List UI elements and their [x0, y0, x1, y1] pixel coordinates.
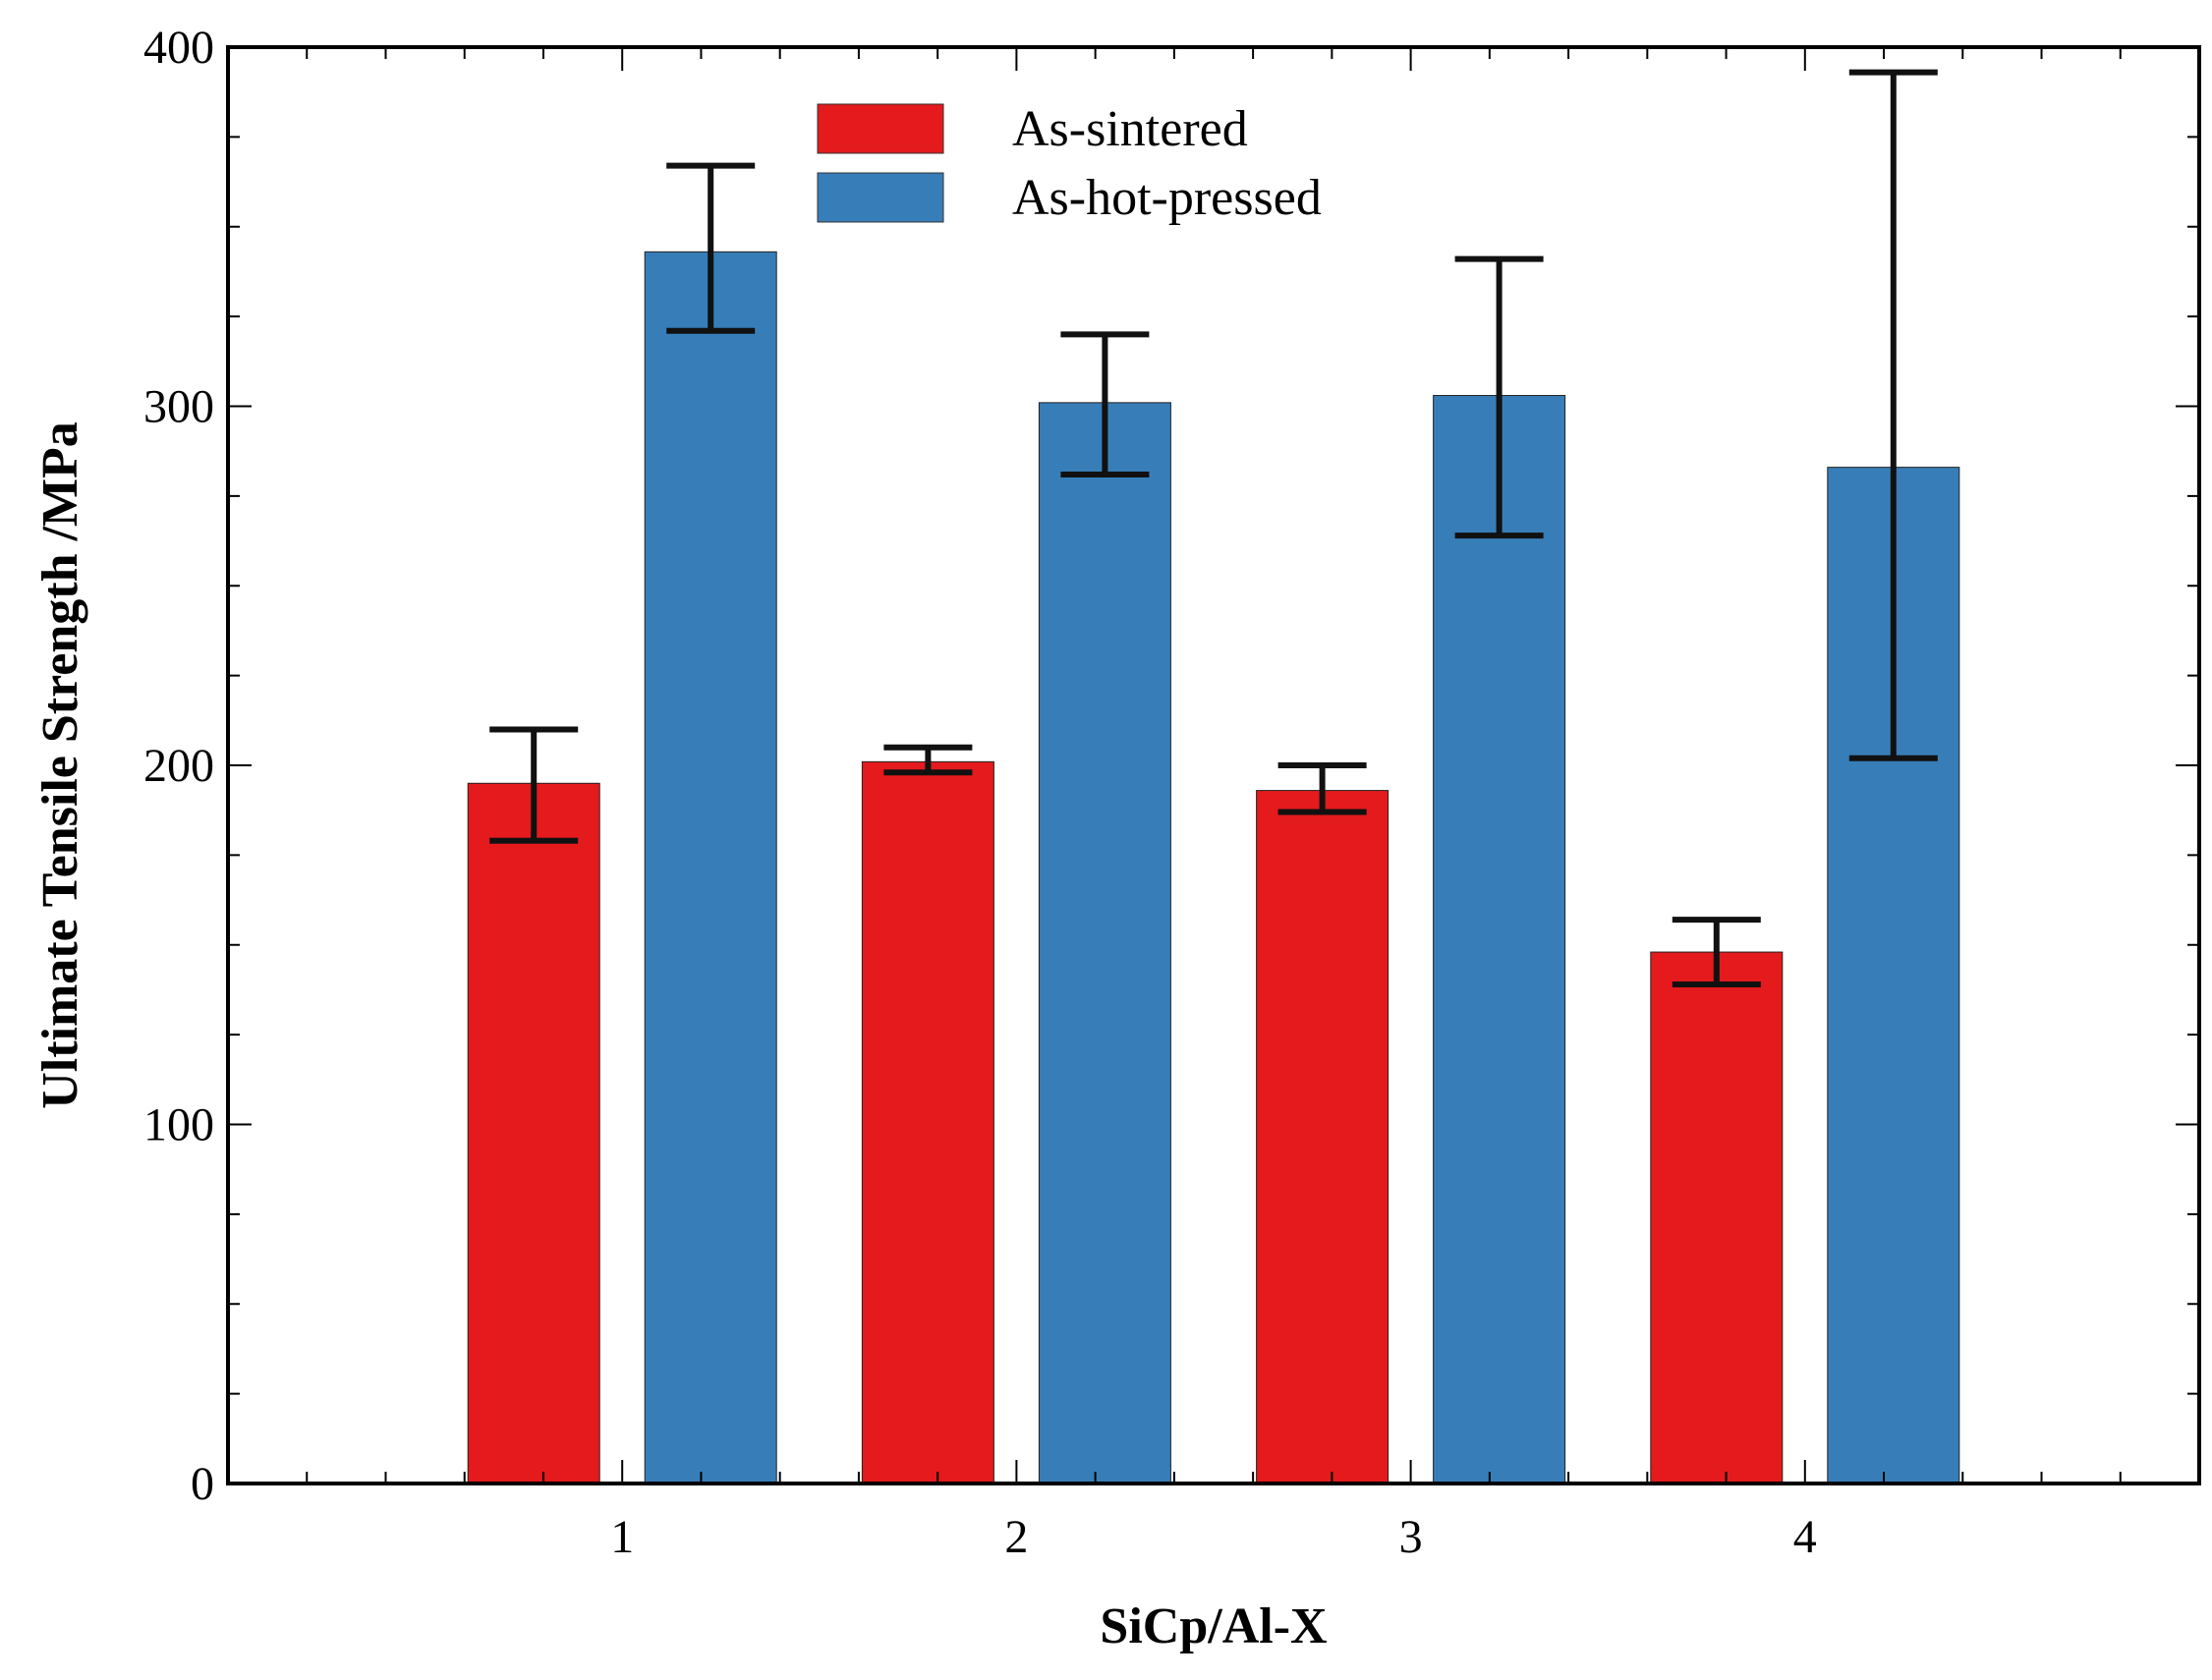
bar-as-sintered-2: [861, 760, 994, 1484]
bar-as-hot-pressed-3: [1433, 395, 1566, 1484]
error-bars-layer: [489, 69, 1938, 987]
y-tick-label: 300: [143, 381, 214, 433]
tick-labels-layer: 0 100 200 300 400 1 2 3 4: [143, 22, 1817, 1563]
bar-as-sintered-4: [1650, 951, 1784, 1484]
bar-as-sintered-3: [1256, 790, 1390, 1484]
legend-label-as-hot-pressed: As-hot-pressed: [1012, 170, 1322, 226]
legend: As-sintered As-hot-pressed: [817, 101, 1322, 226]
y-tick-label: 100: [143, 1099, 214, 1151]
y-tick-label: 0: [191, 1458, 214, 1510]
bar-as-sintered-1: [467, 782, 600, 1484]
bar-as-hot-pressed-2: [1038, 402, 1171, 1484]
legend-swatch-as-hot-pressed: [817, 172, 944, 223]
bars-layer: [467, 251, 1960, 1484]
bar-as-hot-pressed-1: [644, 251, 777, 1484]
x-tick-label: 4: [1793, 1511, 1817, 1563]
legend-label-as-sintered: As-sintered: [1012, 101, 1248, 157]
y-tick-label: 200: [143, 740, 214, 792]
y-tick-label: 400: [143, 22, 214, 74]
x-tick-label: 1: [610, 1511, 634, 1563]
legend-swatch-as-sintered: [817, 103, 944, 154]
ticks-layer: [228, 46, 2199, 1484]
y-axis-title: Ultimate Tensile Strength /MPa: [32, 421, 88, 1109]
x-tick-label: 2: [1004, 1511, 1028, 1563]
x-tick-label: 3: [1399, 1511, 1423, 1563]
x-axis-title: SiCp/Al-X: [1100, 1598, 1327, 1654]
